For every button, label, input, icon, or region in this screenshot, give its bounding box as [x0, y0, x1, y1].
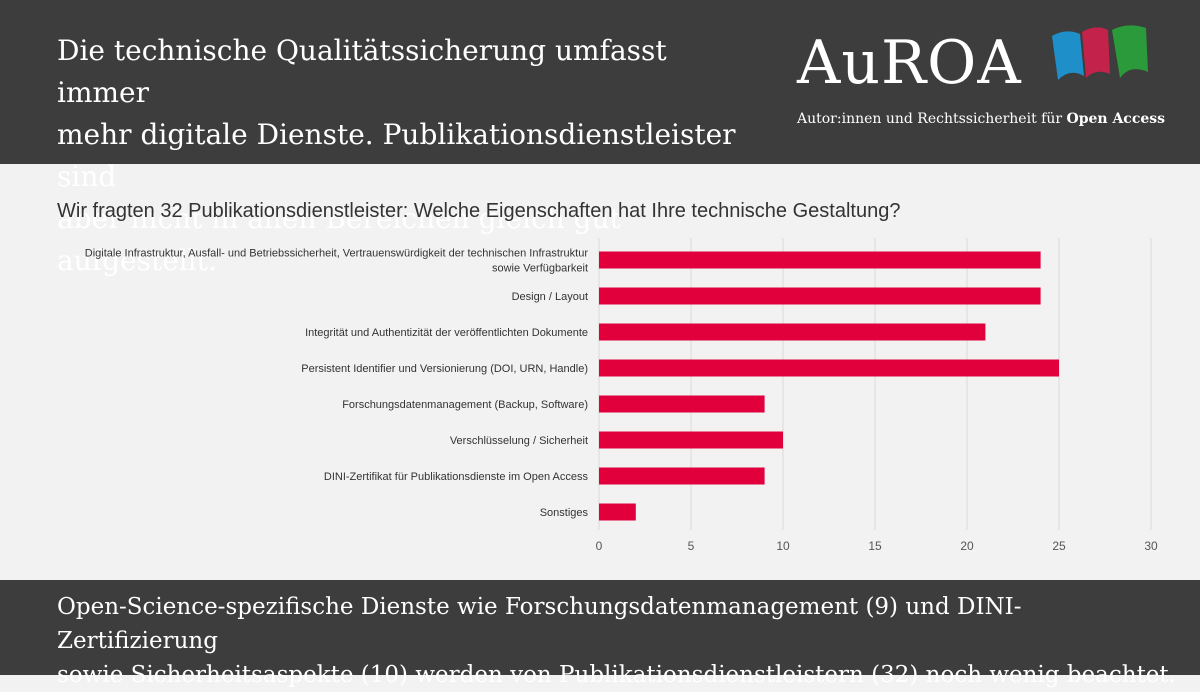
- x-tick-label: 0: [596, 539, 603, 553]
- bar: [599, 359, 1059, 377]
- category-label: Verschlüsselung / Sicherheit: [450, 435, 588, 447]
- bar: [599, 431, 783, 449]
- footer-text: Open-Science-spezifische Dienste wie For…: [57, 594, 1176, 688]
- bar: [599, 287, 1041, 305]
- x-tick-label: 30: [1144, 539, 1158, 553]
- logo-tagline: Autor:innen und Rechtssicherheit für Ope…: [797, 111, 1165, 127]
- bar-chart: 0 5 10 15 20 25 30 Digitale Infrastruktur, Ausf…: [85, 238, 1158, 553]
- category-label: Persistent Identifier und Versionierung …: [301, 363, 588, 375]
- logo-tagline-prefix: Autor:innen und Rechtssicherheit für: [797, 111, 1067, 127]
- chart-title: Wir fragten 32 Publikationsdienstleister…: [57, 200, 901, 222]
- category-label: Digitale Infrastruktur, Ausfall- und Bet…: [85, 248, 589, 275]
- x-tick-label: 5: [688, 539, 695, 553]
- category-label: DINI-Zertifikat für Publikationsdienste …: [324, 471, 589, 483]
- bar: [599, 467, 765, 485]
- category-label: Design / Layout: [512, 291, 588, 303]
- category-label: Sonstiges: [540, 507, 589, 519]
- header-band: [0, 0, 1200, 164]
- logo-wordmark: AuROA: [797, 28, 1022, 98]
- footer-band: [0, 580, 1200, 675]
- x-tick-label: 25: [1052, 539, 1066, 553]
- logo-flags-icon: [1052, 25, 1148, 80]
- x-tick-label: 15: [868, 539, 882, 553]
- logo-tagline-bold: Open Access: [1066, 111, 1166, 127]
- bar: [599, 395, 765, 413]
- bar: [599, 323, 986, 341]
- x-tick-label: 10: [776, 539, 790, 553]
- category-label: Forschungsdatenmanagement (Backup, Softw…: [342, 399, 588, 411]
- category-label: Integrität und Authentizität der veröffe…: [305, 327, 588, 339]
- headline: Die technische Qualitätssicherung umfass…: [57, 34, 736, 277]
- bar: [599, 503, 636, 521]
- x-tick-label: 20: [960, 539, 974, 553]
- bar: [599, 251, 1041, 269]
